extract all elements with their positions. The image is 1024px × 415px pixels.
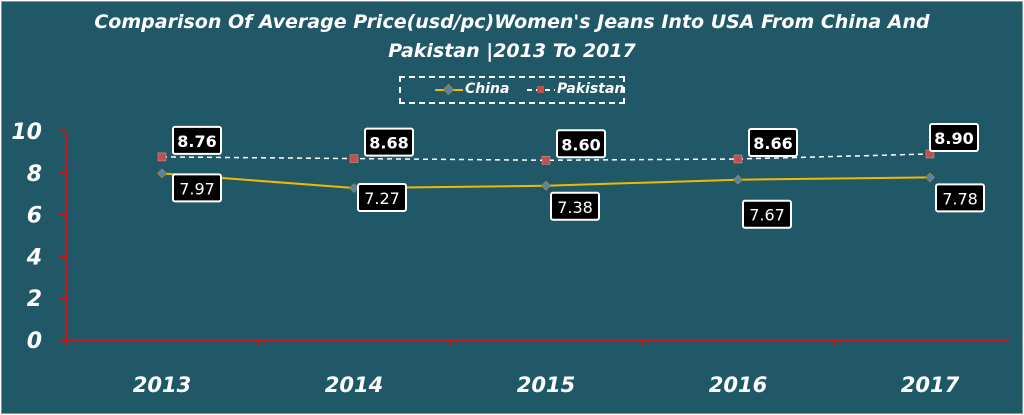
data-point [157, 152, 167, 162]
chart-title: Comparison Of Average Price(usd/pc)Women… [0, 8, 1024, 66]
data-label-box [172, 173, 222, 203]
data-label-box [364, 127, 414, 157]
data-label: 8.60 [561, 135, 600, 154]
data-point [733, 174, 743, 185]
title-line-1: Comparison Of Average Price(usd/pc)Women… [94, 11, 930, 33]
legend-pakistan-label: Pakistan [557, 81, 625, 97]
legend-pakistan-marker [537, 86, 544, 93]
data-label-box [748, 128, 798, 158]
data-label-box [742, 199, 792, 229]
x-tick-label: 2015 [517, 373, 575, 397]
data-point [925, 172, 935, 183]
data-label-box [556, 129, 606, 159]
y-tick-label: 2 [27, 287, 42, 312]
legend-markers [435, 83, 555, 96]
data-label: 8.90 [934, 129, 973, 148]
data-label-box [550, 191, 600, 221]
data-label: 7.97 [179, 179, 215, 198]
data-label: 7.38 [557, 198, 593, 217]
data-point [349, 154, 359, 163]
data-label-box [929, 122, 979, 152]
data-label: 8.66 [753, 134, 792, 153]
legend: China Pakistan [399, 76, 625, 104]
y-tick-label: 6 [27, 204, 42, 229]
data-point [157, 168, 167, 179]
data-point [733, 154, 743, 164]
series-line-pakistan [161, 153, 931, 162]
data-label-box [357, 183, 407, 213]
data-point [541, 180, 551, 191]
data-point [349, 183, 359, 194]
legend-china-label: China [465, 81, 510, 97]
data-label: 7.78 [942, 189, 978, 208]
y-tick-label: 10 [11, 120, 42, 145]
y-tick-label: 8 [27, 162, 42, 187]
data-point [541, 156, 551, 165]
y-tick-label: 0 [27, 329, 42, 354]
x-tick-label: 2013 [133, 373, 191, 397]
x-tick-label: 2014 [325, 373, 383, 397]
data-label: 8.76 [177, 132, 216, 151]
y-tick-label: 4 [26, 245, 42, 270]
data-label-box [935, 183, 985, 213]
data-label: 8.68 [369, 134, 408, 153]
x-tick-label: 2016 [709, 373, 767, 397]
data-label-box [172, 125, 222, 155]
x-tick-label: 2017 [901, 373, 960, 397]
data-label: 7.67 [749, 206, 785, 225]
legend-china-marker [442, 83, 455, 96]
data-label: 7.27 [364, 189, 400, 208]
title-line-2: Pakistan |2013 To 2017 [388, 40, 636, 62]
